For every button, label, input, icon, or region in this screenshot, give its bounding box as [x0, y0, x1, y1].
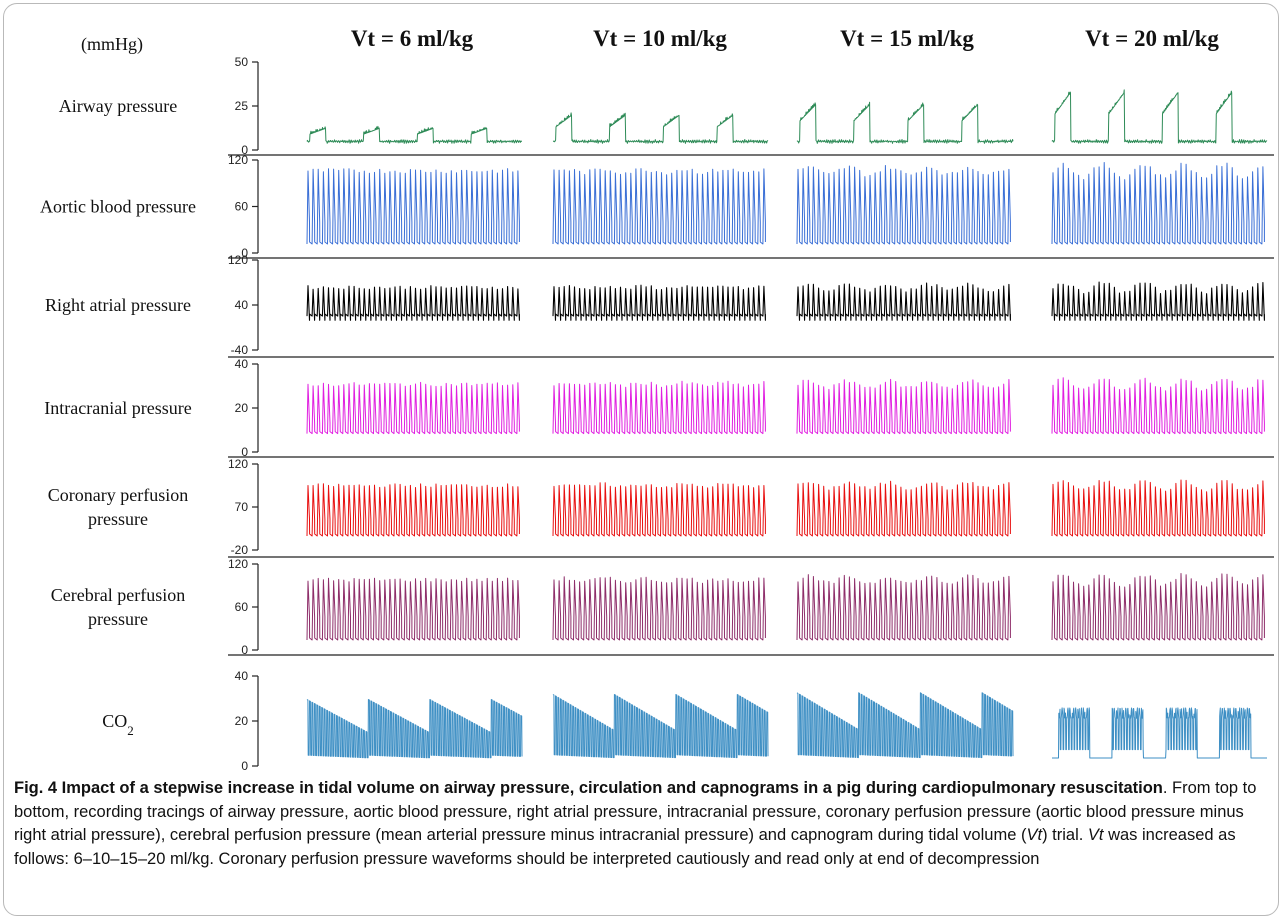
- trace-cpp-vt3: [796, 480, 1011, 537]
- y-tick-label: 0: [241, 643, 248, 657]
- trace-cerpp-vt1: [306, 577, 520, 641]
- trace-ra-vt3: [796, 282, 1011, 321]
- trace-icp-vt4: [1051, 377, 1265, 435]
- y-tick-label: 0: [241, 246, 248, 260]
- trace-aortic-vt4: [1051, 162, 1265, 245]
- y-tick-label: 40: [235, 298, 249, 312]
- panel-label: Cerebral perfusion: [51, 585, 185, 605]
- panel-label: Aortic blood pressure: [40, 197, 196, 217]
- y-tick-label: 120: [228, 153, 248, 167]
- trace-cpp-vt2: [552, 482, 766, 537]
- trace-ra-vt2: [552, 284, 766, 321]
- panel-label: pressure: [88, 609, 148, 629]
- caption-text-1: . From top to bottom, recording tracings…: [14, 779, 1257, 844]
- trace-ra-vt4: [1051, 281, 1265, 321]
- panel-icp: Intracranial pressure 40 20 0: [44, 357, 1265, 459]
- trace-aortic-vt3: [796, 165, 1011, 245]
- trace-cerpp-vt3: [796, 574, 1011, 641]
- caption-vt-1: Vt: [1026, 826, 1043, 844]
- y-tick-label: 120: [228, 457, 248, 471]
- y-tick-label: 20: [235, 401, 249, 415]
- y-tick-label: 40: [235, 357, 249, 371]
- caption-vt-2: Vt: [1087, 826, 1104, 844]
- trace-co2-vt2: [552, 694, 769, 759]
- y-tick-label: 120: [228, 557, 248, 571]
- panel-cerpp: Cerebral perfusion pressure 120 60 0: [51, 557, 1265, 657]
- panel-ra: Right atrial pressure 120 40 -40: [45, 253, 1265, 357]
- panel-aortic: Aortic blood pressure 120 60 0: [40, 153, 1265, 260]
- trace-airway-vt3: [796, 101, 1014, 144]
- y-tick-label: 50: [235, 55, 249, 69]
- trace-co2-vt1: [306, 699, 523, 759]
- y-tick-label: 0: [241, 143, 248, 157]
- trace-airway-vt4: [1051, 89, 1268, 144]
- condition-header-3: Vt = 15 ml/kg: [840, 26, 974, 51]
- y-tick-label: -40: [231, 343, 249, 357]
- panel-label: Right atrial pressure: [45, 295, 191, 315]
- panel-cpp: Coronary perfusion pressure 120 70 -20: [48, 457, 1265, 557]
- y-tick-label: 25: [235, 99, 249, 113]
- y-tick-label: 70: [235, 500, 249, 514]
- panel-label: Intracranial pressure: [44, 398, 191, 418]
- trace-co2-vt4: [1051, 707, 1268, 759]
- panel-label: Coronary perfusion: [48, 485, 188, 505]
- y-tick-label: 40: [235, 669, 249, 683]
- y-tick-label: 120: [228, 253, 248, 267]
- panel-label: CO2: [102, 711, 134, 738]
- caption-text-2: ) trial.: [1042, 826, 1088, 844]
- y-tick-label: 60: [235, 200, 249, 214]
- trace-aortic-vt1: [306, 168, 520, 245]
- y-tick-label: -20: [231, 543, 249, 557]
- panel-label: pressure: [88, 509, 148, 529]
- condition-header-4: Vt = 20 ml/kg: [1085, 26, 1219, 51]
- y-tick-label: 0: [241, 759, 248, 773]
- trace-cpp-vt4: [1051, 479, 1265, 537]
- panel-co2: CO2 40 20 0: [102, 669, 1268, 773]
- trace-airway-vt2: [552, 112, 769, 144]
- figure-chart: (mmHg) Vt = 6 ml/kg Vt = 10 ml/kg Vt = 1…: [40, 26, 1274, 773]
- y-tick-label: 20: [235, 714, 249, 728]
- trace-airway-vt1: [306, 125, 523, 144]
- unit-label: (mmHg): [81, 34, 143, 55]
- figure-caption: Fig. 4 Impact of a stepwise increase in …: [14, 777, 1264, 871]
- panel-airway: Airway pressure 50 25 0: [59, 55, 1268, 157]
- panel-label: Airway pressure: [59, 96, 177, 116]
- trace-icp-vt1: [306, 381, 520, 435]
- condition-header-2: Vt = 10 ml/kg: [593, 26, 727, 51]
- y-tick-label: 0: [241, 445, 248, 459]
- caption-title: Fig. 4 Impact of a stepwise increase in …: [14, 779, 1163, 797]
- trace-ra-vt1: [306, 285, 520, 321]
- condition-header-1: Vt = 6 ml/kg: [351, 26, 474, 51]
- y-tick-label: 60: [235, 600, 249, 614]
- trace-aortic-vt2: [552, 168, 766, 245]
- trace-cerpp-vt4: [1051, 573, 1265, 641]
- trace-icp-vt3: [796, 378, 1011, 435]
- trace-co2-vt3: [796, 692, 1014, 759]
- trace-cerpp-vt2: [552, 576, 766, 641]
- trace-icp-vt2: [552, 380, 766, 435]
- trace-cpp-vt1: [306, 483, 520, 537]
- caption-text-3: was increased as follows: 6–10–15–20 ml/…: [14, 826, 1236, 868]
